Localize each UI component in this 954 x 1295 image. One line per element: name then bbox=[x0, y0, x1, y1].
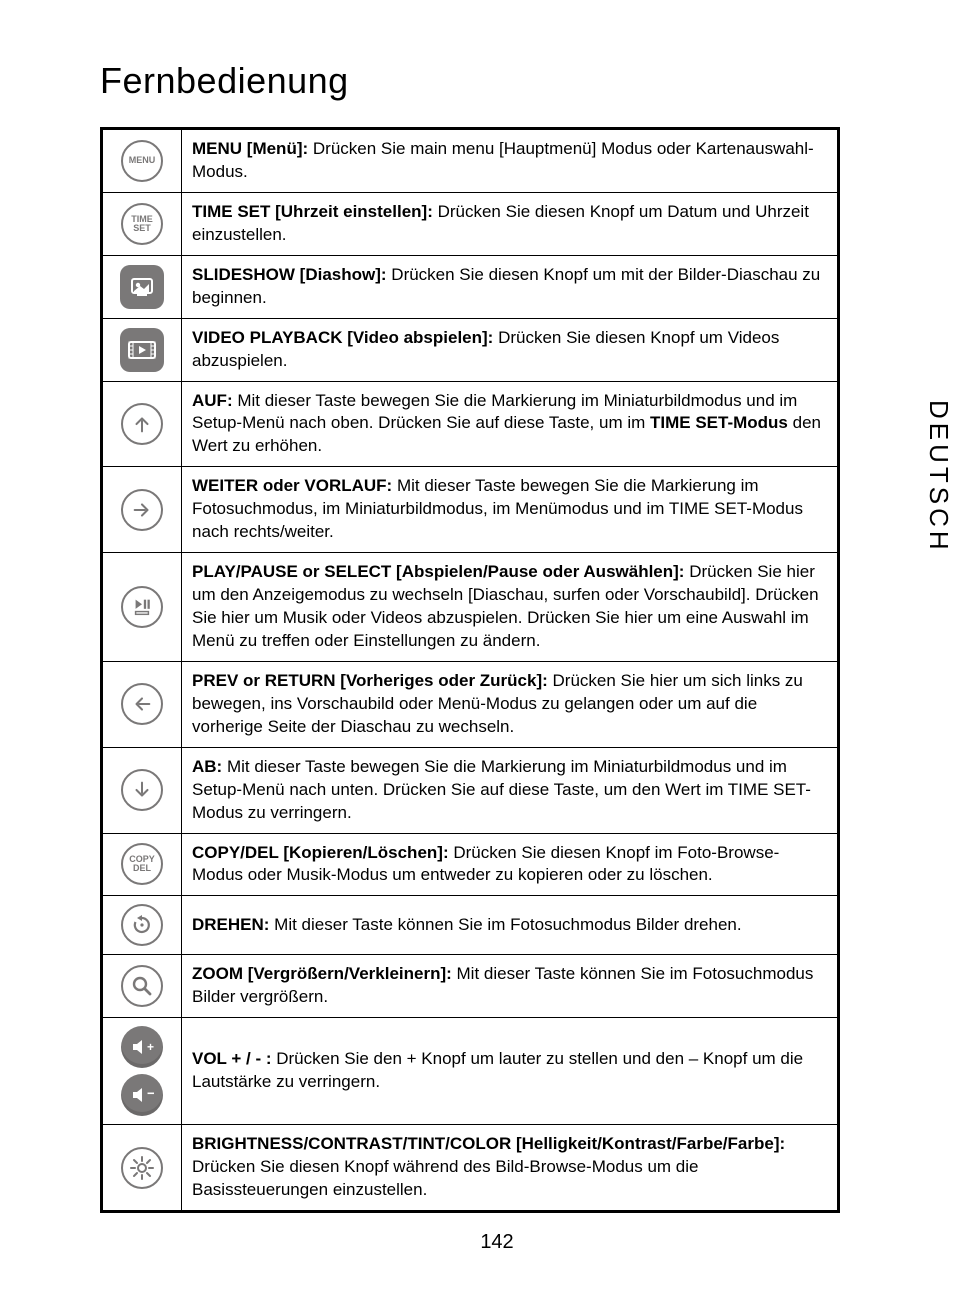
desc-bold: ZOOM [Vergrößern/Verkleinern]: bbox=[192, 964, 452, 983]
icon-cell: COPYDEL bbox=[102, 833, 182, 896]
page-title: Fernbedienung bbox=[100, 60, 894, 102]
description-cell: COPY/DEL [Kopieren/Löschen]: Drücken Sie… bbox=[182, 833, 839, 896]
desc-bold: WEITER oder VORLAUF: bbox=[192, 476, 392, 495]
icon-cell bbox=[102, 1125, 182, 1212]
desc-bold: DREHEN: bbox=[192, 915, 269, 934]
icon-cell bbox=[102, 318, 182, 381]
rotate-icon bbox=[121, 904, 163, 946]
desc-text: Mit dieser Taste können Sie im Fotosuchm… bbox=[269, 915, 741, 934]
description-cell: PREV or RETURN [Vorheriges oder Zurück]:… bbox=[182, 661, 839, 747]
page: Fernbedienung MENU MENU [Menü]: Drücken S… bbox=[0, 0, 954, 1295]
down-arrow-icon bbox=[121, 769, 163, 811]
remote-table: MENU MENU [Menü]: Drücken Sie main menu [… bbox=[100, 127, 840, 1213]
icon-cell: TIMESET bbox=[102, 192, 182, 255]
icon-cell: + − bbox=[102, 1018, 182, 1125]
desc-bold: BRIGHTNESS/CONTRAST/TINT/COLOR [Helligke… bbox=[192, 1134, 785, 1153]
play-pause-icon bbox=[121, 586, 163, 628]
table-row: DREHEN: Mit dieser Taste können Sie im F… bbox=[102, 896, 839, 955]
description-cell: TIME SET [Uhrzeit einstellen]: Drücken S… bbox=[182, 192, 839, 255]
desc-bold: VIDEO PLAYBACK [Video abspielen]: bbox=[192, 328, 493, 347]
timeset-icon: TIMESET bbox=[121, 203, 163, 245]
language-tab: DEUTSCH bbox=[923, 400, 954, 554]
table-row: AUF: Mit dieser Taste bewegen Sie die Ma… bbox=[102, 381, 839, 467]
volume-up-icon: + bbox=[121, 1026, 163, 1068]
desc-text: Drücken Sie den + Knopf um lauter zu ste… bbox=[192, 1049, 803, 1091]
description-cell: BRIGHTNESS/CONTRAST/TINT/COLOR [Helligke… bbox=[182, 1125, 839, 1212]
table-row: COPYDEL COPY/DEL [Kopieren/Löschen]: Drüc… bbox=[102, 833, 839, 896]
desc-text: Mit dieser Taste bewegen Sie die Markier… bbox=[192, 757, 811, 822]
description-cell: DREHEN: Mit dieser Taste können Sie im F… bbox=[182, 896, 839, 955]
desc-bold: PREV or RETURN [Vorheriges oder Zurück]: bbox=[192, 671, 548, 690]
up-arrow-icon bbox=[121, 403, 163, 445]
description-cell: MENU [Menü]: Drücken Sie main menu [Haup… bbox=[182, 129, 839, 193]
description-cell: SLIDESHOW [Diashow]: Drücken Sie diesen … bbox=[182, 255, 839, 318]
description-cell: WEITER oder VORLAUF: Mit dieser Taste be… bbox=[182, 467, 839, 553]
right-arrow-icon bbox=[121, 489, 163, 531]
table-row: + − VOL + / - : Drücken Sie den + Knopf … bbox=[102, 1018, 839, 1125]
brightness-icon bbox=[121, 1147, 163, 1189]
desc-text: Drücken Sie diesen Knopf während des Bil… bbox=[192, 1157, 698, 1199]
desc-bold: SLIDESHOW [Diashow]: bbox=[192, 265, 387, 284]
table-row: VIDEO PLAYBACK [Video abspielen]: Drücke… bbox=[102, 318, 839, 381]
icon-cell bbox=[102, 896, 182, 955]
slideshow-icon bbox=[120, 265, 164, 309]
desc-bold: MENU [Menü]: bbox=[192, 139, 308, 158]
table-row: MENU MENU [Menü]: Drücken Sie main menu [… bbox=[102, 129, 839, 193]
icon-cell bbox=[102, 747, 182, 833]
desc-bold: TIME SET [Uhrzeit einstellen]: bbox=[192, 202, 433, 221]
svg-text:+: + bbox=[147, 1040, 154, 1054]
description-cell: PLAY/PAUSE or SELECT [Abspielen/Pause od… bbox=[182, 553, 839, 662]
volume-down-icon: − bbox=[121, 1074, 163, 1116]
description-cell: VOL + / - : Drücken Sie den + Knopf um l… bbox=[182, 1018, 839, 1125]
desc-bold: AUF: bbox=[192, 391, 233, 410]
volume-icons: + − bbox=[121, 1026, 163, 1116]
icon-cell bbox=[102, 381, 182, 467]
desc-bold: VOL + / - : bbox=[192, 1049, 272, 1068]
desc-bold2: TIME SET-Modus bbox=[650, 413, 788, 432]
icon-cell bbox=[102, 955, 182, 1018]
icon-cell bbox=[102, 467, 182, 553]
desc-bold: PLAY/PAUSE or SELECT [Abspielen/Pause od… bbox=[192, 562, 684, 581]
description-cell: ZOOM [Vergrößern/Verkleinern]: Mit diese… bbox=[182, 955, 839, 1018]
description-cell: VIDEO PLAYBACK [Video abspielen]: Drücke… bbox=[182, 318, 839, 381]
icon-cell bbox=[102, 255, 182, 318]
icon-cell: MENU bbox=[102, 129, 182, 193]
table-row: PLAY/PAUSE or SELECT [Abspielen/Pause od… bbox=[102, 553, 839, 662]
desc-bold: AB: bbox=[192, 757, 222, 776]
table-row: AB: Mit dieser Taste bewegen Sie die Mar… bbox=[102, 747, 839, 833]
table-row: WEITER oder VORLAUF: Mit dieser Taste be… bbox=[102, 467, 839, 553]
zoom-icon bbox=[121, 965, 163, 1007]
icon-cell bbox=[102, 553, 182, 662]
description-cell: AUF: Mit dieser Taste bewegen Sie die Ma… bbox=[182, 381, 839, 467]
description-cell: AB: Mit dieser Taste bewegen Sie die Mar… bbox=[182, 747, 839, 833]
desc-bold: COPY/DEL [Kopieren/Löschen]: bbox=[192, 843, 449, 862]
table-row: TIMESET TIME SET [Uhrzeit einstellen]: Dr… bbox=[102, 192, 839, 255]
svg-text:−: − bbox=[147, 1085, 154, 1101]
icon-cell bbox=[102, 661, 182, 747]
left-arrow-icon bbox=[121, 683, 163, 725]
table-row: BRIGHTNESS/CONTRAST/TINT/COLOR [Helligke… bbox=[102, 1125, 839, 1212]
menu-icon: MENU bbox=[121, 140, 163, 182]
page-number: 142 bbox=[100, 1231, 894, 1254]
video-icon bbox=[120, 328, 164, 372]
copydel-icon: COPYDEL bbox=[121, 843, 163, 885]
table-row: PREV or RETURN [Vorheriges oder Zurück]:… bbox=[102, 661, 839, 747]
table-row: ZOOM [Vergrößern/Verkleinern]: Mit diese… bbox=[102, 955, 839, 1018]
table-row: SLIDESHOW [Diashow]: Drücken Sie diesen … bbox=[102, 255, 839, 318]
